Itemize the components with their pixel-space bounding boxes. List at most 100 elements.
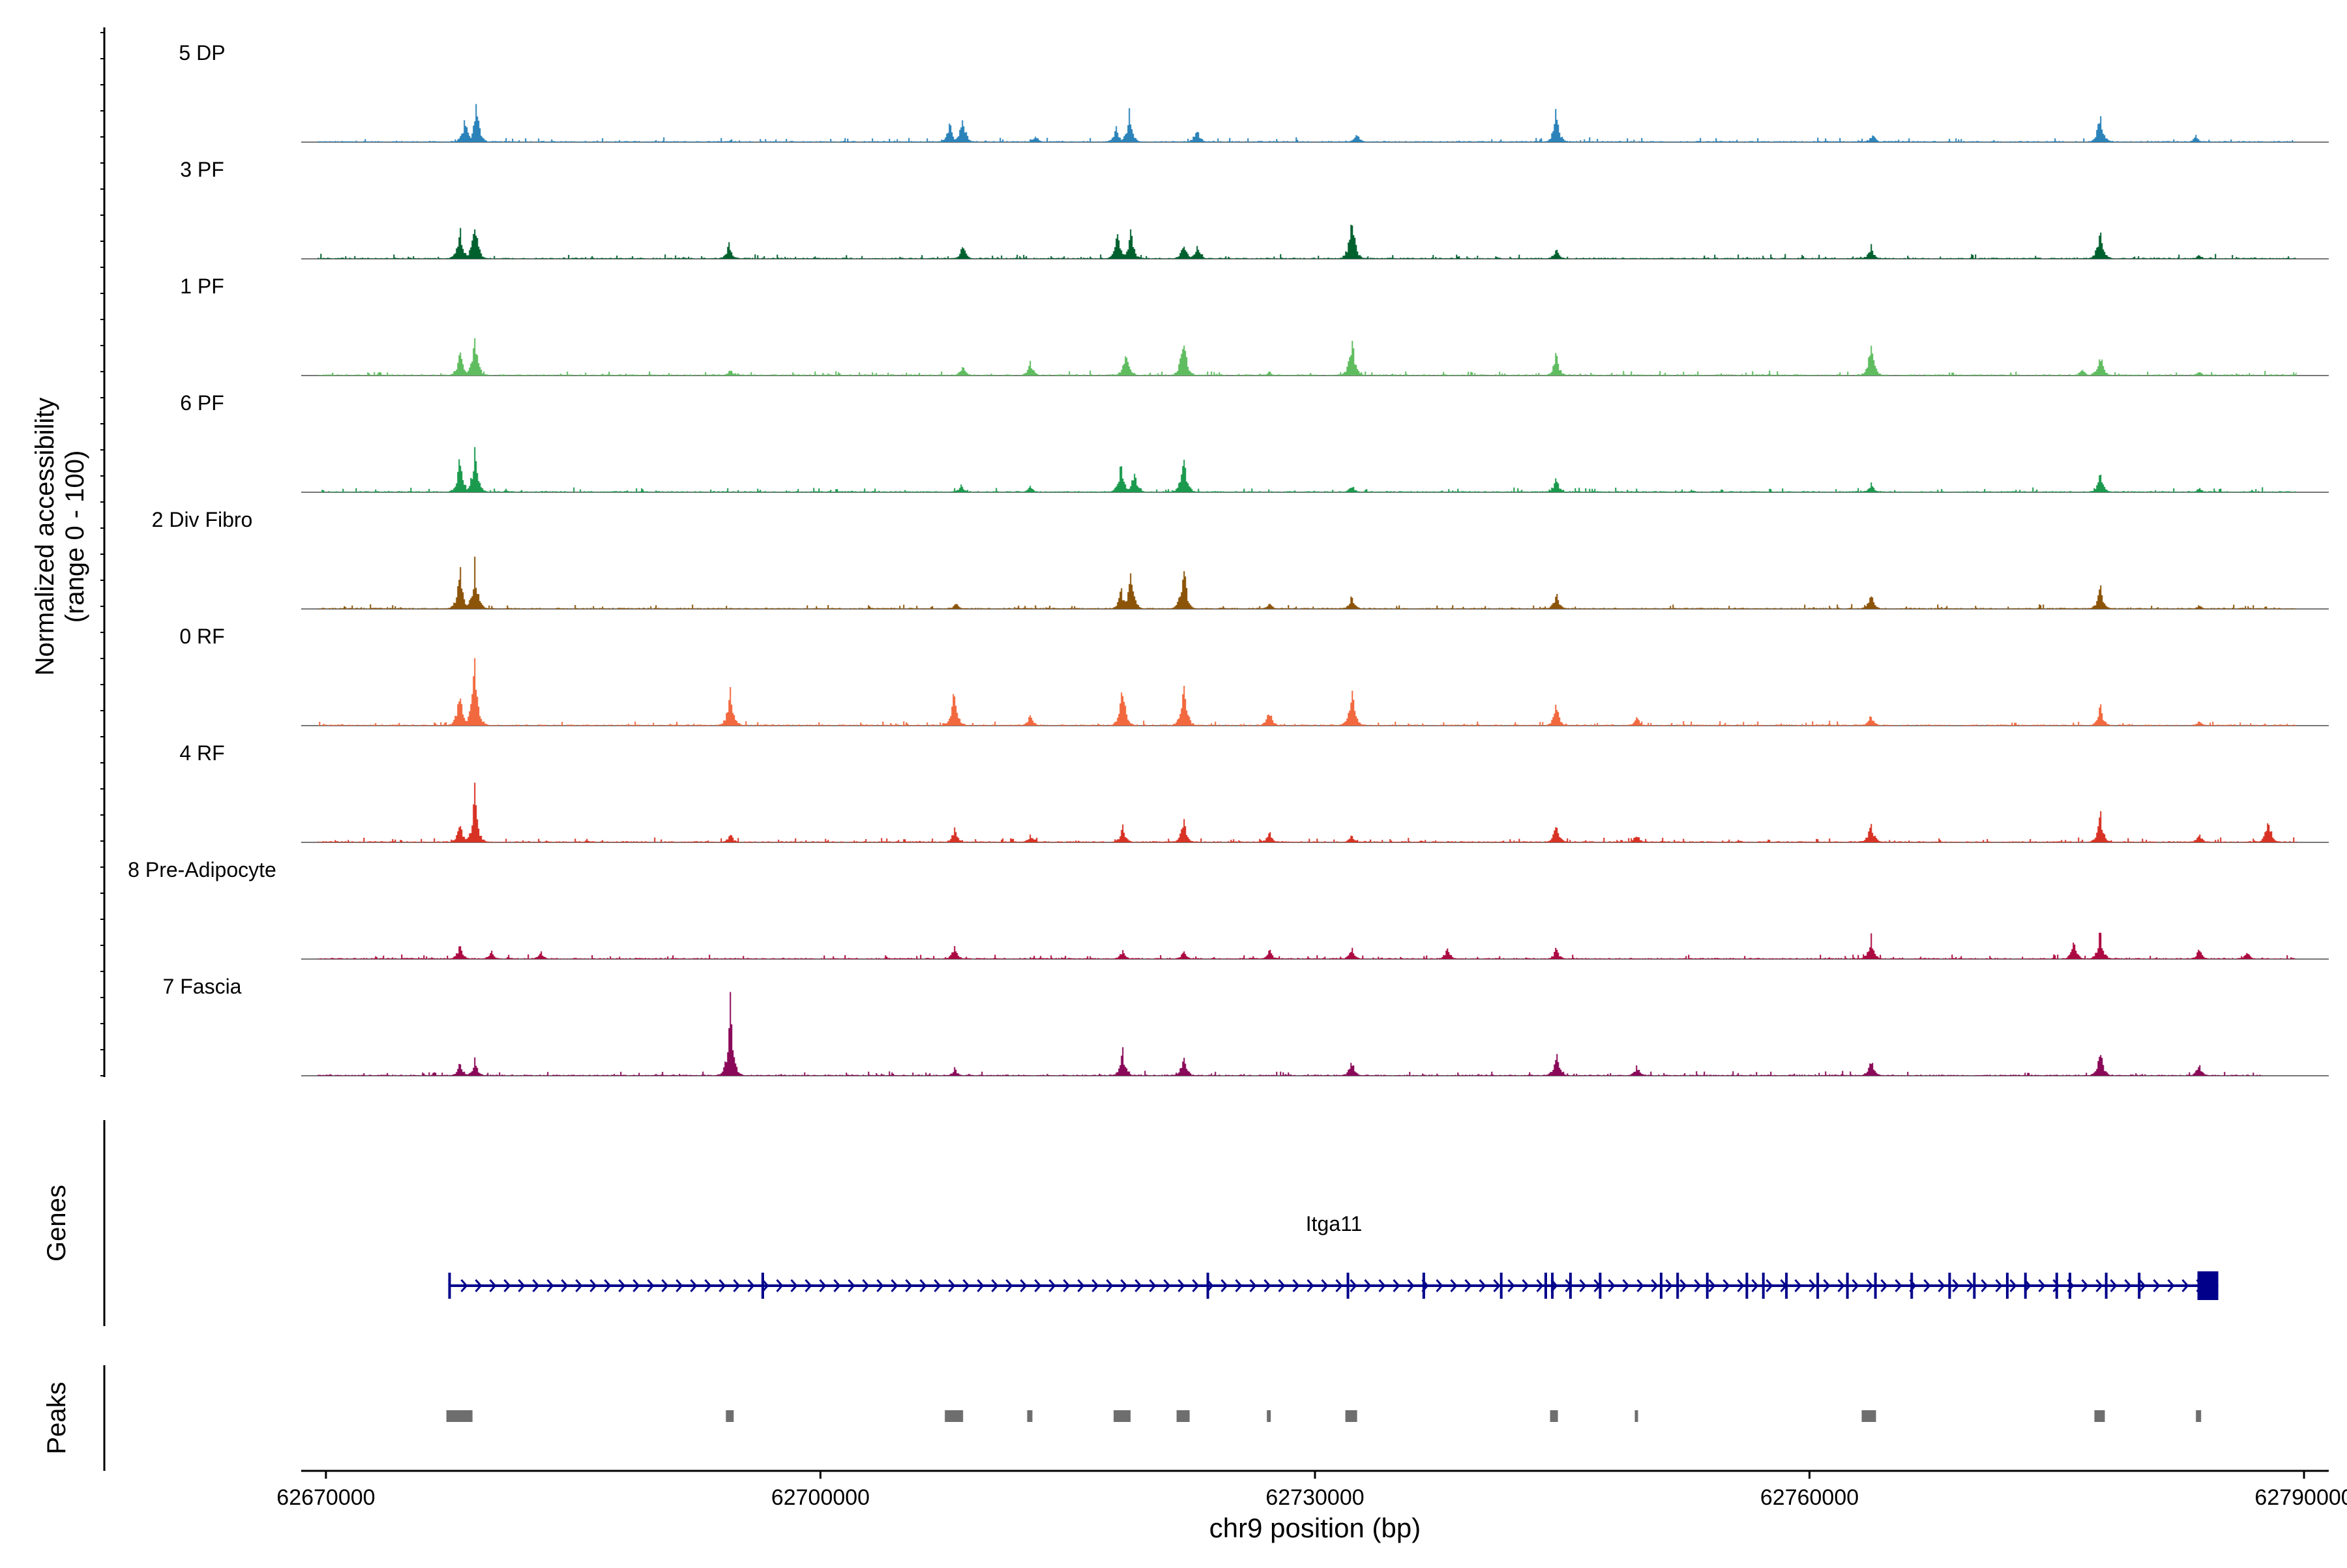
strand-arrow bbox=[1149, 1279, 1157, 1292]
gene-last-exon bbox=[2197, 1271, 2219, 1300]
strand-arrow bbox=[1852, 1279, 1859, 1292]
strand-arrow bbox=[2153, 1279, 2161, 1292]
strand-arrow bbox=[1866, 1279, 1874, 1292]
strand-arrow bbox=[1249, 1279, 1257, 1292]
strand-arrow bbox=[2167, 1279, 2175, 1292]
strand-arrow bbox=[1005, 1279, 1013, 1292]
track-label: 1 PF bbox=[180, 274, 224, 298]
track-label: 2 Div Fibro bbox=[152, 508, 253, 531]
y-axis-ticks bbox=[100, 32, 104, 1076]
track-7: 4 RF bbox=[179, 741, 2329, 843]
strand-arrow bbox=[1507, 1279, 1515, 1292]
strand-arrow bbox=[1321, 1279, 1329, 1292]
strand-arrow bbox=[1636, 1279, 1644, 1292]
strand-arrow bbox=[1479, 1279, 1486, 1292]
strand-arrow bbox=[1923, 1279, 1931, 1292]
strand-arrow bbox=[1981, 1279, 1988, 1292]
x-axis-label: chr9 position (bp) bbox=[1209, 1513, 1421, 1543]
strand-arrow bbox=[891, 1279, 898, 1292]
track-1: 5 DP bbox=[179, 41, 2329, 143]
y-axis-label-line2: (range 0 - 100) bbox=[61, 451, 89, 623]
strand-arrow bbox=[1192, 1279, 1200, 1292]
strand-arrow bbox=[1350, 1279, 1357, 1292]
strand-arrow bbox=[1278, 1279, 1286, 1292]
strand-arrow bbox=[1220, 1279, 1228, 1292]
peak-region bbox=[1345, 1410, 1357, 1422]
strand-arrow bbox=[518, 1279, 525, 1292]
y-axis-label-line1: Normalized accessibility bbox=[31, 398, 59, 676]
strand-arrow bbox=[1651, 1279, 1659, 1292]
strand-arrow bbox=[1837, 1279, 1845, 1292]
strand-arrow bbox=[1407, 1279, 1415, 1292]
strand-arrow bbox=[1823, 1279, 1831, 1292]
strand-arrow bbox=[1077, 1279, 1085, 1292]
strand-arrow bbox=[489, 1279, 497, 1292]
peak-region bbox=[1267, 1410, 1271, 1422]
strand-arrow bbox=[690, 1279, 698, 1292]
track-5: 2 Div Fibro bbox=[152, 508, 2329, 610]
strand-arrow bbox=[1694, 1279, 1702, 1292]
coverage-area bbox=[317, 658, 2297, 726]
strand-arrow bbox=[2052, 1279, 2060, 1292]
strand-arrow bbox=[1579, 1279, 1587, 1292]
peak-track bbox=[446, 1410, 2202, 1422]
strand-arrow bbox=[1134, 1279, 1142, 1292]
coverage-area bbox=[317, 104, 2297, 142]
strand-arrow bbox=[1364, 1279, 1372, 1292]
strand-arrow bbox=[618, 1279, 626, 1292]
strand-arrow bbox=[1306, 1279, 1314, 1292]
gene-track: Itga11 bbox=[448, 1212, 2219, 1300]
track-label: 6 PF bbox=[180, 391, 224, 415]
strand-arrow bbox=[1708, 1279, 1716, 1292]
coverage-tracks: 5 DP 3 PF 1 PF 6 PF 2 Div Fibro 0 RF 4 RF 8 Pre… bbox=[128, 41, 2329, 1076]
strand-arrow bbox=[1020, 1279, 1027, 1292]
strand-arrow bbox=[833, 1279, 841, 1292]
strand-arrow bbox=[647, 1279, 655, 1292]
strand-arrow bbox=[561, 1279, 568, 1292]
strand-arrow bbox=[905, 1279, 913, 1292]
strand-arrow bbox=[1622, 1279, 1630, 1292]
strand-arrow bbox=[704, 1279, 712, 1292]
peak-region bbox=[1027, 1410, 1033, 1422]
strand-arrow bbox=[1450, 1279, 1458, 1292]
strand-arrow bbox=[632, 1279, 640, 1292]
strand-arrow bbox=[1536, 1279, 1544, 1292]
peak-region bbox=[1176, 1410, 1190, 1422]
x-axis-ticks: 62670000 62700000 62730000 62760000 62790000 bbox=[276, 1471, 2347, 1510]
strand-arrow bbox=[1034, 1279, 1042, 1292]
x-tick-label: 62760000 bbox=[1760, 1485, 1859, 1510]
strand-arrow bbox=[589, 1279, 597, 1292]
strand-arrow bbox=[962, 1279, 970, 1292]
strand-arrow bbox=[862, 1279, 870, 1292]
track-label: 5 DP bbox=[179, 41, 225, 65]
strand-arrow bbox=[1794, 1279, 1802, 1292]
strand-arrow bbox=[1522, 1279, 1529, 1292]
track-8: 8 Pre-Adipocyte bbox=[128, 858, 2329, 960]
strand-arrow bbox=[2009, 1279, 2017, 1292]
strand-arrow bbox=[1722, 1279, 1730, 1292]
strand-arrow bbox=[1679, 1279, 1687, 1292]
track-label: 8 Pre-Adipocyte bbox=[128, 858, 276, 881]
strand-arrow bbox=[991, 1279, 999, 1292]
strand-arrow bbox=[876, 1279, 884, 1292]
peak-region bbox=[1634, 1410, 1638, 1422]
strand-arrow bbox=[1393, 1279, 1400, 1292]
track-6: 0 RF bbox=[179, 625, 2329, 726]
strand-arrow bbox=[733, 1279, 741, 1292]
strand-arrow bbox=[1263, 1279, 1271, 1292]
strand-arrow bbox=[1235, 1279, 1243, 1292]
track-label: 7 Fascia bbox=[163, 975, 242, 998]
strand-arrow bbox=[2181, 1279, 2189, 1292]
strand-arrow bbox=[1966, 1279, 1974, 1292]
gene-name: Itga11 bbox=[1306, 1212, 1363, 1235]
strand-arrow bbox=[661, 1279, 669, 1292]
strand-arrow bbox=[2138, 1279, 2146, 1292]
strand-arrow bbox=[2081, 1279, 2089, 1292]
strand-arrow bbox=[546, 1279, 554, 1292]
track-4: 6 PF bbox=[180, 391, 2329, 493]
strand-arrow bbox=[460, 1279, 468, 1292]
peak-region bbox=[726, 1410, 734, 1422]
strand-arrow bbox=[790, 1279, 798, 1292]
strand-arrow bbox=[675, 1279, 683, 1292]
